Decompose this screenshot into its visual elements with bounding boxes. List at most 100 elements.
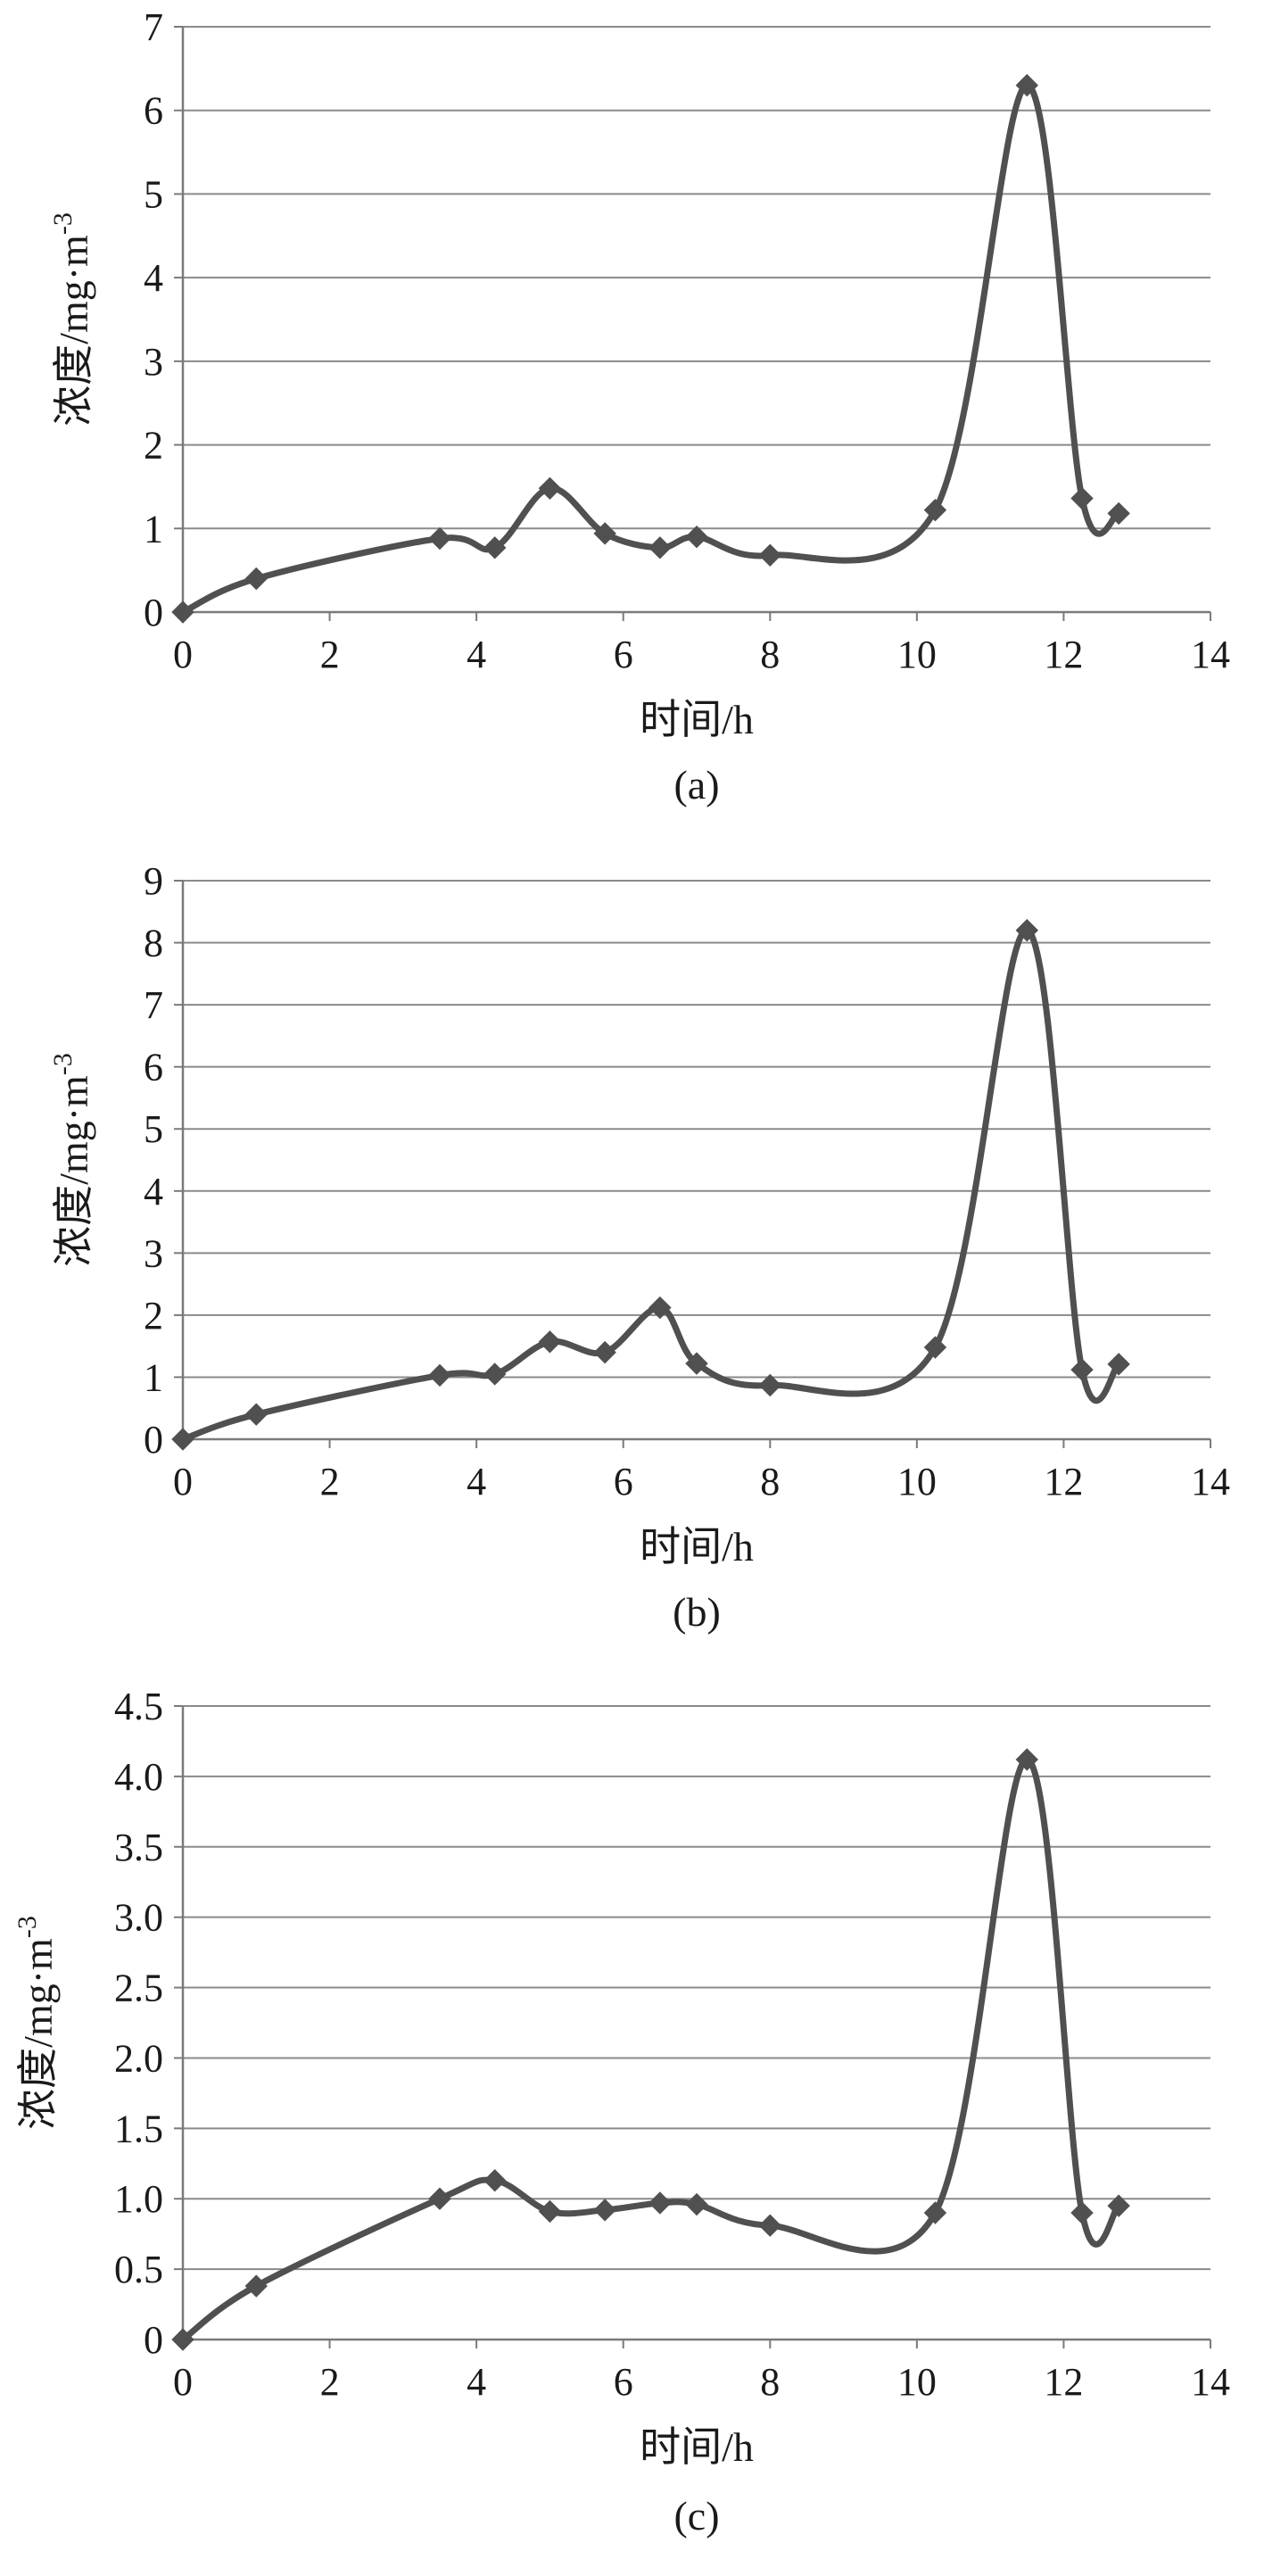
- x-axis-label: 时间/h: [640, 2424, 754, 2470]
- x-tick-label: 0: [173, 1460, 193, 1503]
- x-tick-label: 8: [760, 633, 780, 676]
- y-tick-label: 0.5: [114, 2248, 163, 2291]
- chart-panel-c: 0 0.5 1.0 1.5 2.0 2.5 3.0 3.5 4.0 4.5 0 2 4 6 8 10 12 14 时…: [12, 1685, 1230, 2539]
- panel-caption: (c): [673, 2493, 719, 2539]
- x-tick-label: 2: [320, 1460, 340, 1503]
- y-tick-label: 2: [144, 1294, 163, 1338]
- y-tick-label: 1.0: [114, 2177, 163, 2221]
- data-point-marker: [1015, 918, 1038, 942]
- data-point-marker: [1015, 73, 1038, 97]
- x-tick-label: 12: [1044, 2360, 1083, 2404]
- data-point-marker: [1107, 2194, 1130, 2217]
- x-axis-label: 时间/h: [640, 697, 754, 742]
- data-point-marker: [244, 1403, 268, 1426]
- data-point-marker: [1107, 1353, 1130, 1376]
- x-tick-label: 12: [1044, 633, 1083, 676]
- data-point-marker: [428, 2187, 451, 2210]
- data-point-marker: [923, 1336, 947, 1359]
- x-tick-label: 14: [1191, 1460, 1230, 1503]
- x-tick-label: 10: [897, 633, 937, 676]
- y-tick-label: 0: [144, 1418, 163, 1462]
- y-tick-label: 5: [144, 172, 163, 216]
- x-tick-label: 8: [760, 2360, 780, 2404]
- panel-caption: (b): [673, 1589, 721, 1635]
- panel-caption: (a): [673, 762, 719, 808]
- data-point-marker: [538, 1330, 562, 1354]
- data-point-marker: [1107, 501, 1130, 526]
- y-tick-label: 8: [144, 922, 163, 965]
- series-line: [179, 927, 1122, 1443]
- data-point-marker: [244, 2274, 268, 2298]
- data-point-marker: [1070, 2201, 1094, 2224]
- y-axis-label-superscript: -3: [48, 212, 78, 235]
- y-axis-label-superscript: -3: [48, 1053, 78, 1075]
- data-point-marker: [538, 2199, 562, 2224]
- y-tick-label: 7: [144, 983, 163, 1027]
- y-tick-label: 2: [144, 424, 163, 468]
- x-tick-label: 14: [1191, 2360, 1230, 2404]
- data-point-marker: [593, 1340, 616, 1364]
- y-tick-label: 3.0: [114, 1896, 163, 1940]
- data-point-marker: [428, 526, 451, 551]
- y-tick-label: 0: [144, 2318, 163, 2362]
- y-tick-label: 0: [144, 591, 163, 634]
- y-tick-label: 1: [144, 507, 163, 551]
- x-tick-label: 6: [614, 633, 633, 676]
- y-axis-label-text: 浓度/mg·m: [15, 1938, 61, 2130]
- x-tick-label: 8: [760, 1460, 780, 1503]
- data-point-marker: [1070, 486, 1094, 510]
- data-point-marker: [923, 2201, 947, 2224]
- data-point-marker: [483, 1363, 507, 1386]
- x-tick-label: 0: [173, 633, 193, 676]
- y-axis-label-group: 浓度/mg·m-3: [12, 1916, 61, 2130]
- y-tick-label: 7: [144, 5, 163, 49]
- series-line: [179, 82, 1122, 616]
- data-point-marker: [171, 2328, 194, 2351]
- y-tick-label: 1.5: [114, 2107, 163, 2150]
- y-tick-label: 4.0: [114, 1755, 163, 1799]
- x-tick-label: 0: [173, 2360, 193, 2404]
- y-tick-label: 2.5: [114, 1967, 163, 2010]
- y-axis-label: 浓度/mg·m-3: [12, 1916, 61, 2130]
- data-point-marker: [685, 1352, 708, 1375]
- y-tick-label: 6: [144, 1046, 163, 1089]
- data-point-marker: [538, 476, 562, 501]
- y-tick-label: 6: [144, 89, 163, 133]
- data-point-marker: [649, 1296, 672, 1320]
- x-tick-label: 4: [467, 633, 486, 676]
- x-axis-label: 时间/h: [640, 1524, 754, 1570]
- y-tick-label: 4: [144, 1170, 163, 1213]
- y-tick-label: 5: [144, 1107, 163, 1151]
- data-point-marker: [758, 1373, 781, 1397]
- data-point-marker: [593, 2199, 616, 2222]
- x-tick-label: 6: [614, 2360, 633, 2404]
- y-axis-label: 浓度/mg·m-3: [48, 1053, 96, 1267]
- x-tick-label: 4: [467, 1460, 486, 1503]
- data-point-marker: [483, 2169, 507, 2192]
- data-point-marker: [483, 536, 507, 559]
- x-tick-label: 10: [897, 2360, 937, 2404]
- data-point-marker: [685, 2192, 708, 2216]
- data-point-marker: [758, 543, 781, 567]
- data-point-marker: [649, 2191, 672, 2215]
- y-tick-label: 3: [144, 340, 163, 384]
- data-point-marker: [1070, 1358, 1094, 1381]
- data-point-marker: [685, 525, 708, 549]
- y-tick-label: 2.0: [114, 2036, 163, 2080]
- data-point-marker: [923, 498, 947, 522]
- y-tick-label: 4.5: [114, 1685, 163, 1728]
- x-tick-label: 2: [320, 2360, 340, 2404]
- data-point-marker: [758, 2214, 781, 2237]
- data-point-marker: [244, 567, 268, 591]
- y-tick-label: 4: [144, 256, 163, 300]
- y-tick-label: 9: [144, 859, 163, 903]
- data-point-marker: [1015, 1748, 1038, 1771]
- y-tick-label: 1: [144, 1355, 163, 1399]
- data-point-marker: [649, 536, 672, 559]
- data-point-marker: [171, 1428, 194, 1451]
- y-axis-label-text: 浓度/mg·m: [51, 235, 96, 427]
- y-axis-label-group: 浓度/mg·m-3: [48, 212, 96, 427]
- x-tick-label: 6: [614, 1460, 633, 1503]
